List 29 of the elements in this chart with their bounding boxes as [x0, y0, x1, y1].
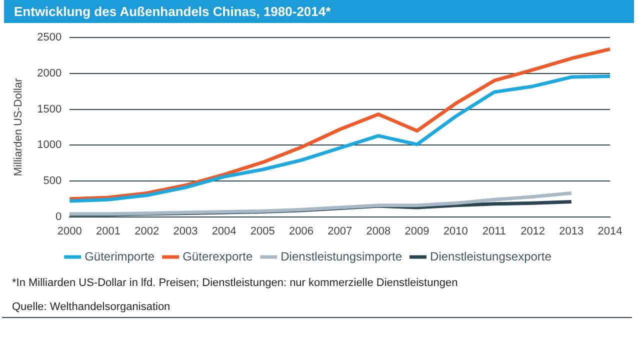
x-tick-label: 2013 — [559, 225, 584, 238]
y-tick-label: 500 — [43, 174, 62, 187]
y-tick-label: 0 — [56, 210, 62, 223]
x-tick-label: 2001 — [96, 225, 121, 238]
y-tick-label: 1500 — [37, 103, 62, 116]
x-tick-label: 2014 — [598, 225, 622, 238]
text: *In Milliarden US-Dollar in lfd. Preisen; Dienstleistungen: nur kommerzielle Dienstleistungen — [11, 277, 459, 289]
y-axis-title: Milliarden US-Dollar — [12, 78, 25, 176]
legend-label: Dienstleistungsexporte — [430, 249, 552, 264]
x-tick-label: 2003 — [173, 225, 198, 238]
x-tick-label: 2000 — [57, 225, 82, 238]
chart-title: Entwicklung des Außenhandels Chinas, 1980-2014* — [4, 0, 634, 23]
x-tick-label: 2009 — [404, 225, 430, 238]
x-tick-label: 2010 — [443, 225, 468, 238]
x-tick-label: 2012 — [520, 225, 546, 238]
y-tick-label: 2500 — [37, 32, 62, 44]
y-tick-label: 2000 — [37, 67, 62, 80]
y-tick-label: 1000 — [37, 139, 62, 152]
legend-label: Dienstleistungsimporte — [280, 249, 402, 264]
x-tick-label: 2008 — [366, 225, 391, 238]
x-tick-label: 2002 — [134, 225, 160, 238]
x-tick-label: 2011 — [482, 225, 506, 238]
source-note: Quelle: Welthandelsorganisation — [11, 301, 172, 313]
legend-label: Güterexporte — [182, 249, 253, 264]
legend-label: Güterimporte — [84, 249, 155, 264]
x-tick-label: 2005 — [250, 225, 275, 238]
x-tick-label: 2007 — [328, 225, 352, 238]
x-tick-label: 2006 — [289, 225, 314, 238]
x-tick-label: 2004 — [212, 225, 236, 238]
